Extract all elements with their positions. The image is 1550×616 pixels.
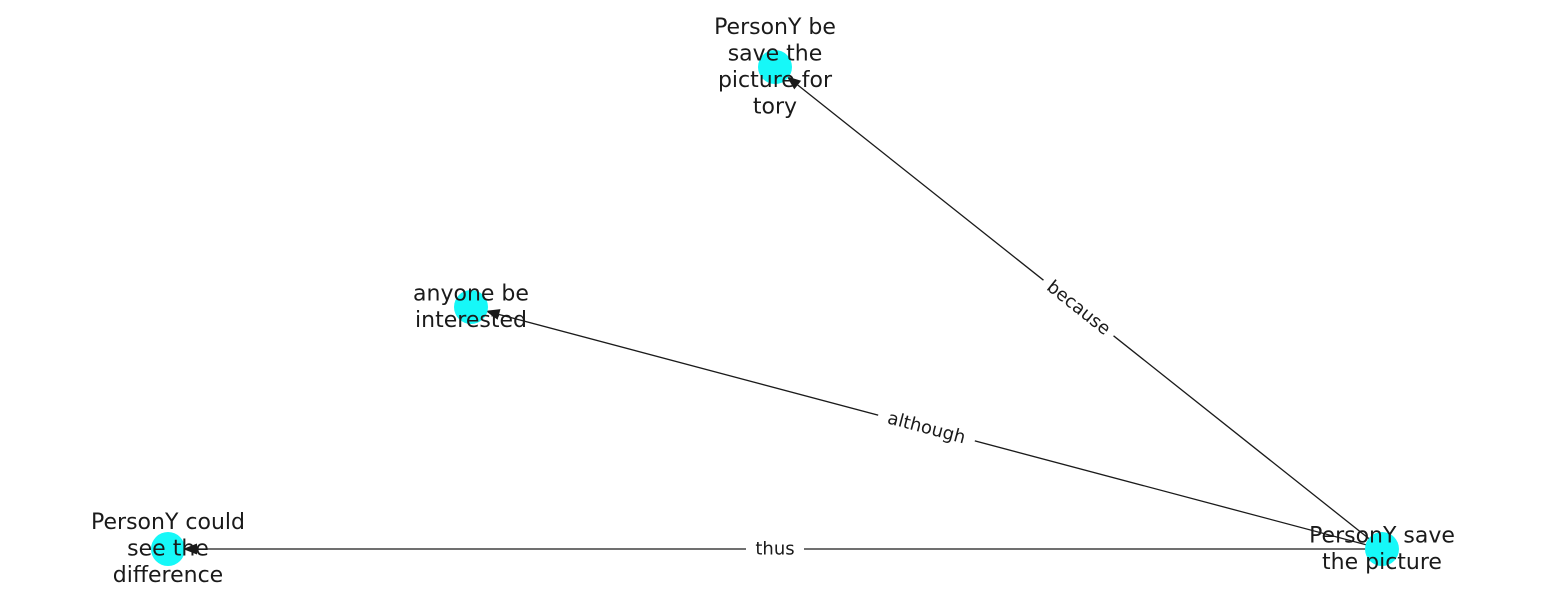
node-interested <box>454 290 488 324</box>
edge-label-because: because <box>1042 276 1114 339</box>
node-label-difference: PersonY could <box>91 510 245 535</box>
edge-label-background <box>746 536 804 562</box>
node-label-save: PersonY save <box>1309 523 1455 548</box>
node-difference <box>151 532 185 566</box>
node-label-story: picture for <box>718 68 833 93</box>
edge-label-group: thus <box>746 536 804 562</box>
arrowhead-story <box>786 76 802 90</box>
arrowhead-difference <box>183 543 197 555</box>
node-story <box>758 50 792 84</box>
node-save <box>1365 532 1399 566</box>
node-label-interested: anyone be <box>413 281 529 306</box>
nodes-layer <box>151 50 1399 566</box>
node-label-difference: difference <box>113 563 223 588</box>
edge-label-group: because <box>1035 269 1122 347</box>
node-label-save: the picture <box>1322 550 1442 575</box>
edge-label-background <box>1035 269 1122 347</box>
node-label-story: tory <box>753 94 797 119</box>
edge-label-group: although <box>874 402 979 454</box>
edge-label-background <box>874 402 979 454</box>
edge-label-thus: thus <box>755 539 794 560</box>
node-label-interested: interested <box>415 308 527 333</box>
node-label-story: save the <box>728 41 823 66</box>
node-label-story: PersonY be <box>714 15 836 40</box>
edge-label-although: although <box>885 408 967 449</box>
edges-layer <box>183 76 1383 555</box>
node-label-difference: see the <box>127 537 209 562</box>
arrowhead-interested <box>485 309 501 320</box>
